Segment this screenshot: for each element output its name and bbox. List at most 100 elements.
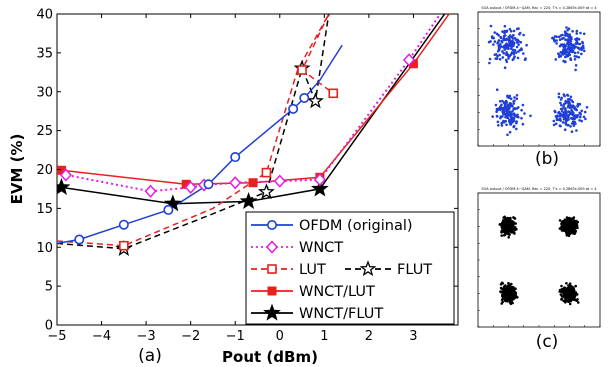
constellation-point bbox=[514, 38, 518, 42]
constellation-point bbox=[493, 40, 497, 43]
constellation-point bbox=[571, 293, 574, 297]
legend-label: WNCT/LUT bbox=[299, 284, 375, 300]
constellation-point bbox=[582, 32, 586, 36]
data-point bbox=[310, 179, 329, 197]
legend-box bbox=[245, 211, 455, 325]
constellation-point bbox=[505, 111, 509, 115]
constellation-point bbox=[580, 119, 583, 123]
constellation-point bbox=[560, 51, 564, 55]
constellation-point bbox=[512, 125, 515, 129]
constellation-point bbox=[498, 53, 501, 57]
data-point bbox=[267, 286, 277, 296]
constellation-point bbox=[580, 52, 583, 56]
constellation-point bbox=[564, 44, 568, 48]
constellation-point bbox=[558, 38, 562, 41]
constellation-point bbox=[506, 94, 509, 98]
constellation-point bbox=[503, 24, 507, 28]
constellation-point bbox=[578, 42, 582, 46]
constellation-point bbox=[517, 43, 520, 46]
x-axis-label: Pout (dBm) bbox=[222, 348, 318, 366]
constellation-point bbox=[564, 297, 568, 301]
constellation-point bbox=[520, 108, 523, 112]
constellation-point bbox=[504, 46, 508, 50]
constellation-point bbox=[508, 120, 511, 123]
constellation-point bbox=[510, 39, 514, 43]
constellation-point bbox=[578, 102, 582, 106]
constellation-point bbox=[503, 31, 506, 35]
constellation-panel-c: SOA output / OFDM-4~QAM, Rac = 220, T's … bbox=[477, 187, 601, 352]
constellation-point bbox=[565, 216, 569, 219]
constellation-point bbox=[505, 293, 508, 297]
constellation-point bbox=[557, 52, 560, 55]
constellation-point bbox=[566, 289, 570, 292]
constellation-point bbox=[573, 108, 577, 111]
constellation-point bbox=[516, 115, 519, 119]
constellation-point bbox=[578, 119, 581, 122]
constellation-point bbox=[577, 301, 580, 304]
constellation-point bbox=[520, 48, 523, 51]
constellation-point bbox=[573, 117, 576, 121]
constellation-point bbox=[567, 227, 570, 230]
data-point bbox=[248, 178, 258, 188]
data-point bbox=[74, 234, 85, 245]
constellation-point bbox=[568, 282, 572, 286]
constellation-point bbox=[503, 44, 506, 47]
constellation-point bbox=[566, 93, 569, 97]
constellation-point bbox=[495, 88, 499, 91]
constellation-point bbox=[505, 114, 509, 117]
constellation-point bbox=[508, 291, 511, 294]
x-tick-label: −1 bbox=[226, 329, 245, 344]
constellation-point bbox=[569, 125, 572, 128]
constellation-point bbox=[529, 114, 532, 118]
constellation-point bbox=[502, 107, 505, 111]
y-tick-label: 0 bbox=[45, 319, 53, 334]
constellation-point bbox=[584, 117, 587, 121]
constellation-point bbox=[574, 230, 577, 234]
constellation-point bbox=[504, 119, 508, 123]
constellation-point bbox=[557, 92, 561, 96]
legend-label: OFDM (original) bbox=[299, 218, 413, 234]
constellation-point bbox=[494, 57, 498, 60]
constellation-point bbox=[570, 108, 573, 112]
data-point bbox=[313, 172, 326, 187]
constellation-point bbox=[568, 302, 572, 306]
constellation-point bbox=[505, 123, 508, 127]
constellation-point bbox=[505, 38, 509, 41]
constellation-point bbox=[511, 301, 514, 305]
constellation-point bbox=[560, 222, 563, 226]
constellation-point bbox=[516, 56, 520, 60]
constellation-point bbox=[557, 55, 561, 59]
legend-label: FLUT bbox=[397, 262, 432, 278]
constellation-point bbox=[499, 36, 503, 40]
constellation-point bbox=[500, 124, 504, 127]
constellation-point bbox=[555, 42, 558, 45]
constellation-point bbox=[492, 43, 495, 46]
constellation-point bbox=[505, 44, 509, 48]
constellation-point bbox=[496, 120, 500, 124]
constellation-point bbox=[569, 217, 572, 220]
constellation-point bbox=[564, 50, 567, 53]
data-point bbox=[163, 204, 174, 215]
constellation-point bbox=[569, 57, 572, 60]
constellation-point bbox=[518, 33, 521, 36]
constellation-point bbox=[500, 281, 504, 285]
y-tick-label: 10 bbox=[36, 241, 53, 256]
constellation-point bbox=[582, 115, 586, 119]
constellation-point bbox=[564, 38, 567, 41]
constellation-point bbox=[570, 228, 573, 231]
constellation-point bbox=[572, 111, 575, 115]
constellation-point bbox=[499, 108, 502, 112]
constellation-point bbox=[562, 36, 565, 40]
constellation-point bbox=[515, 97, 519, 100]
data-point bbox=[59, 168, 72, 182]
constellation-point bbox=[503, 66, 507, 69]
constellation-point bbox=[562, 93, 566, 96]
constellation-point bbox=[489, 24, 493, 28]
constellation-point bbox=[575, 115, 578, 119]
panel-label-c: (c) bbox=[536, 332, 559, 352]
constellation-point bbox=[565, 234, 569, 237]
constellation-point bbox=[568, 295, 571, 299]
constellation-point bbox=[564, 32, 567, 36]
constellation-point bbox=[499, 105, 502, 108]
constellation-point bbox=[515, 41, 519, 44]
